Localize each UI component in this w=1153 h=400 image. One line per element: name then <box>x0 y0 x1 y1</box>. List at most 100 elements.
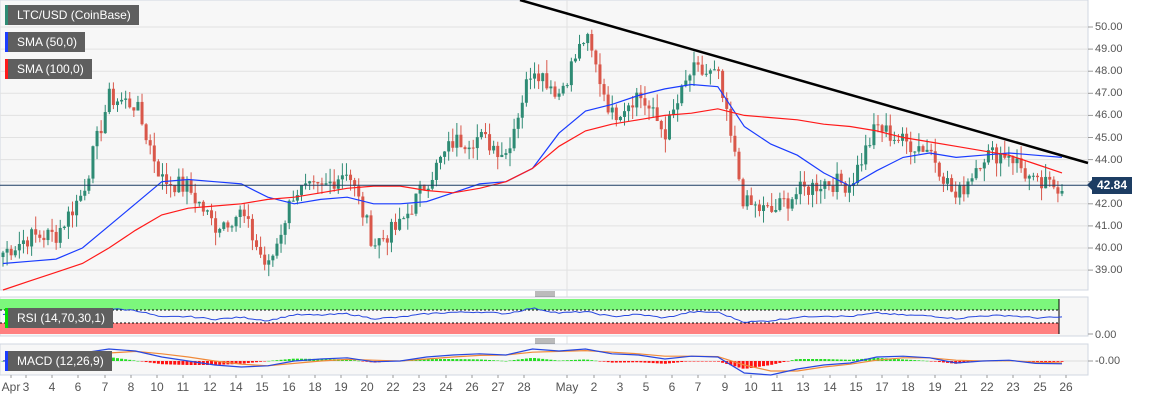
candle-body <box>1003 152 1007 158</box>
candle-body <box>275 243 279 256</box>
candle-body <box>422 184 426 191</box>
candle-body <box>839 173 843 183</box>
macd-histogram-bar <box>426 359 430 361</box>
macd-histogram-bar <box>439 359 443 361</box>
candle-body <box>1060 190 1064 194</box>
time-axis-label: 5 <box>642 380 650 394</box>
candle-body <box>667 114 671 140</box>
candle-body <box>361 196 365 218</box>
legend-rsi[interactable]: RSI (14,70,30,1) <box>5 308 114 328</box>
candle-body <box>806 186 810 195</box>
price-axis-label: 46.00 <box>1095 109 1123 122</box>
macd-histogram-bar <box>357 360 361 362</box>
candle-body <box>459 134 463 148</box>
candle-body <box>627 105 631 112</box>
macd-histogram-bar <box>181 361 185 365</box>
macd-histogram-bar <box>684 361 688 362</box>
candle-body <box>528 78 532 80</box>
candle-body <box>516 117 520 129</box>
candle-body <box>144 124 148 141</box>
macd-histogram-bar <box>901 359 905 361</box>
macd-histogram-bar <box>271 360 275 362</box>
time-axis-label: 26 <box>465 380 479 394</box>
time-axis-label: 27 <box>491 380 505 394</box>
time-axis-label: 19 <box>334 380 348 394</box>
macd-histogram-bar <box>128 359 132 361</box>
candle-body <box>672 109 676 115</box>
candle-body <box>684 80 688 86</box>
candle-body <box>124 98 128 100</box>
macd-histogram-bar <box>663 361 667 364</box>
macd-histogram-bar <box>516 359 520 361</box>
macd-histogram-bar <box>144 361 148 363</box>
candle-body <box>71 211 75 216</box>
candle-body <box>34 229 38 235</box>
candle-body <box>197 201 201 204</box>
macd-histogram-bar <box>929 361 933 362</box>
candle-body <box>21 240 25 244</box>
macd-histogram-bar <box>941 361 945 363</box>
macd-histogram-bar <box>492 360 496 361</box>
candle-body <box>815 182 819 192</box>
candle-body <box>708 70 712 74</box>
time-axis-label: 6 <box>74 380 82 394</box>
legend-sma-50[interactable]: SMA (50,0) <box>5 32 86 52</box>
candle-body <box>598 64 602 85</box>
macd-histogram-bar <box>782 361 786 363</box>
candle-body <box>876 124 880 126</box>
candle-body <box>635 92 639 108</box>
candle-body <box>83 190 87 196</box>
candle-body <box>463 147 467 150</box>
time-axis-label: 13 <box>796 380 810 394</box>
macd-histogram-bar <box>508 360 512 362</box>
candle-body <box>565 85 569 87</box>
candle-body <box>725 97 729 109</box>
legend-symbol[interactable]: LTC/USD (CoinBase) <box>5 5 139 25</box>
candle-body <box>488 134 492 151</box>
time-axis-label: 12 <box>203 380 217 394</box>
macd-histogram-bar <box>455 359 459 361</box>
legend-macd-label: MACD (12,26,9) <box>17 354 104 368</box>
macd-histogram-bar <box>905 359 909 361</box>
time-axis-label: 25 <box>1033 380 1047 394</box>
candle-body <box>704 73 708 75</box>
macd-histogram-bar <box>430 359 434 361</box>
macd-histogram-bar <box>827 359 831 361</box>
macd-histogram-bar <box>120 358 124 361</box>
candle-body <box>504 153 508 155</box>
candle-body <box>234 216 238 227</box>
macd-histogram-bar <box>205 361 209 365</box>
candle-body <box>1052 179 1056 188</box>
macd-histogram-bar <box>463 359 467 361</box>
time-axis-label: 11 <box>176 380 190 394</box>
legend-sma-100[interactable]: SMA (100,0) <box>5 59 92 79</box>
macd-histogram-bar <box>762 361 766 367</box>
macd-histogram-bar <box>275 360 279 361</box>
candle-body <box>884 125 888 132</box>
candle-body <box>712 69 716 71</box>
legend-macd[interactable]: MACD (12,26,9) <box>5 351 112 371</box>
time-axis-label: 17 <box>875 380 889 394</box>
macd-histogram-bar <box>647 361 651 363</box>
candle-body <box>132 107 136 111</box>
candle-body <box>917 146 921 152</box>
macd-histogram-bar <box>549 359 553 361</box>
candle-body <box>737 151 741 180</box>
candle-body <box>283 223 287 235</box>
candle-body <box>520 102 524 118</box>
candle-body <box>1023 168 1027 179</box>
candle-body <box>602 84 606 95</box>
macd-histogram-bar <box>324 359 328 361</box>
candle-body <box>990 147 994 151</box>
candle-body <box>925 149 929 152</box>
candle-body <box>843 182 847 193</box>
candle-body <box>717 69 721 71</box>
candle-body <box>1011 156 1015 164</box>
candle-body <box>394 221 398 230</box>
candle-body <box>978 168 982 170</box>
macd-histogram-bar <box>496 360 500 361</box>
candle-body <box>308 181 312 184</box>
candle-body <box>622 111 626 117</box>
candle-body <box>524 79 528 103</box>
